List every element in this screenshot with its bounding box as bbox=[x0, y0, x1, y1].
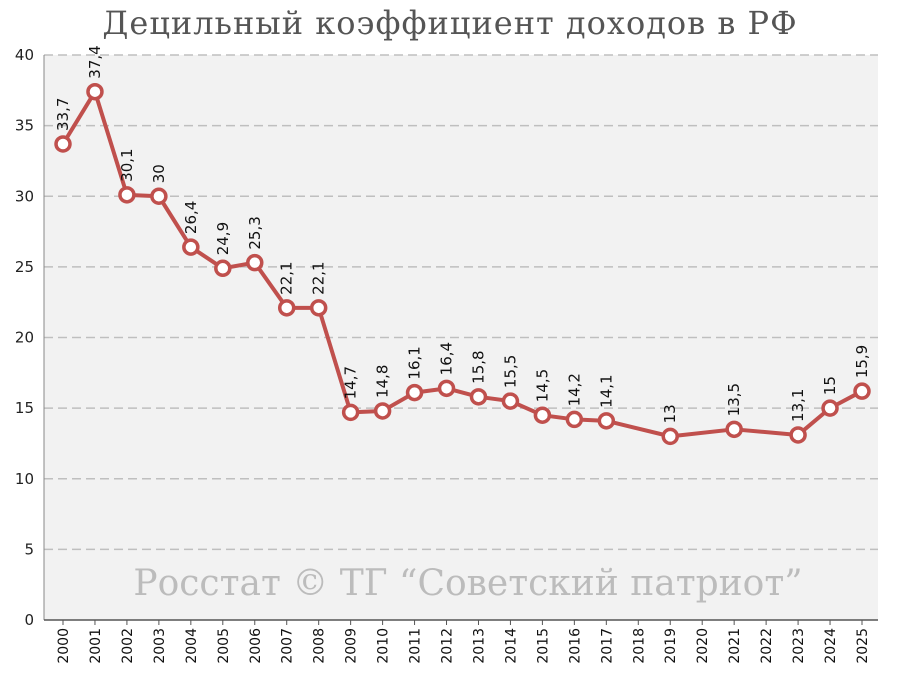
data-point bbox=[469, 388, 488, 406]
x-tick-label: 2021 bbox=[727, 628, 743, 664]
data-point bbox=[789, 426, 807, 444]
x-tick-label: 2002 bbox=[120, 628, 136, 664]
data-point bbox=[118, 186, 136, 204]
data-point bbox=[405, 383, 424, 402]
y-tick-label: 0 bbox=[24, 611, 34, 629]
y-tick-label: 30 bbox=[15, 187, 34, 205]
data-label: 15,5 bbox=[501, 355, 519, 388]
data-point bbox=[597, 412, 616, 430]
data-point bbox=[150, 187, 168, 205]
data-point bbox=[86, 82, 104, 101]
data-label: 13,5 bbox=[725, 383, 743, 416]
data-point bbox=[437, 379, 456, 398]
x-tick-label: 2022 bbox=[759, 628, 775, 664]
x-tick-label: 2009 bbox=[344, 628, 360, 664]
y-tick-label: 15 bbox=[15, 399, 34, 417]
data-label: 16,4 bbox=[438, 342, 456, 375]
x-tick-label: 2017 bbox=[599, 628, 615, 664]
y-tick-label: 40 bbox=[15, 46, 34, 64]
x-tick-label: 2000 bbox=[56, 628, 72, 664]
data-label: 14,7 bbox=[342, 366, 360, 399]
y-tick-label: 35 bbox=[15, 117, 34, 135]
data-label: 24,9 bbox=[214, 222, 232, 255]
y-tick-labels: 0 5 10 15 20 25 30 35 40 bbox=[15, 46, 34, 629]
x-tick-label: 2014 bbox=[503, 628, 519, 664]
y-tick-label: 10 bbox=[15, 470, 34, 488]
data-labels: 33,7 37,4 30,1 30 26,4 24,9 25,3 22,1 22,1 14,7 14… bbox=[54, 45, 871, 423]
data-label: 16,1 bbox=[406, 346, 424, 379]
x-tick-label: 2020 bbox=[695, 628, 711, 664]
data-label: 14,5 bbox=[533, 369, 551, 402]
data-point bbox=[182, 238, 200, 256]
data-label: 14,2 bbox=[565, 373, 583, 406]
data-point bbox=[214, 259, 232, 278]
data-point bbox=[725, 420, 743, 439]
x-tick-label: 2012 bbox=[440, 628, 456, 664]
chart-title: Децильный коэффициент доходов в РФ bbox=[102, 4, 798, 42]
data-label: 13 bbox=[661, 404, 679, 423]
data-label: 33,7 bbox=[54, 98, 72, 131]
data-point bbox=[277, 299, 296, 317]
data-label: 25,3 bbox=[246, 216, 264, 249]
data-label: 14,1 bbox=[597, 374, 615, 407]
data-label: 15,8 bbox=[469, 350, 487, 383]
x-tick-label: 2010 bbox=[376, 628, 392, 664]
data-label: 22,1 bbox=[278, 261, 296, 294]
data-point bbox=[853, 382, 871, 400]
data-point bbox=[661, 427, 679, 446]
data-point bbox=[565, 410, 584, 429]
x-tick-label: 2018 bbox=[631, 628, 647, 664]
watermark-text: Росстат © ТГ “Советский патриот” bbox=[133, 563, 802, 604]
x-tick-labels: 2000 2001 2002 2003 2004 2005 2006 2007 2008 2009… bbox=[56, 620, 871, 664]
data-label: 14,8 bbox=[374, 365, 392, 398]
x-tick-label: 2007 bbox=[280, 628, 296, 664]
data-label: 30 bbox=[150, 164, 168, 183]
data-point bbox=[373, 402, 392, 420]
data-label: 26,4 bbox=[182, 201, 200, 234]
data-point bbox=[54, 135, 72, 153]
data-point bbox=[246, 253, 264, 272]
data-point bbox=[309, 299, 328, 317]
data-label: 13,1 bbox=[789, 389, 807, 422]
x-tick-label: 2013 bbox=[471, 628, 487, 664]
x-tick-label: 2005 bbox=[216, 628, 232, 664]
data-point bbox=[341, 403, 360, 422]
data-point bbox=[821, 399, 839, 417]
x-tick-label: 2004 bbox=[184, 628, 200, 664]
x-tick-label: 2025 bbox=[855, 628, 871, 664]
y-tick-label: 25 bbox=[15, 258, 34, 276]
gridlines bbox=[44, 54, 878, 551]
data-label: 30,1 bbox=[118, 148, 136, 181]
y-tick-label: 20 bbox=[15, 329, 34, 347]
x-tick-label: 2003 bbox=[152, 628, 168, 664]
x-tick-label: 2023 bbox=[791, 628, 807, 664]
data-point bbox=[501, 392, 520, 410]
x-tick-label: 2001 bbox=[88, 628, 104, 664]
data-label: 22,1 bbox=[310, 261, 328, 294]
x-tick-label: 2016 bbox=[567, 628, 583, 664]
x-tick-label: 2015 bbox=[535, 628, 551, 664]
data-label: 37,4 bbox=[86, 45, 104, 78]
data-label: 15,9 bbox=[853, 345, 871, 378]
x-tick-label: 2011 bbox=[408, 628, 424, 664]
x-tick-label: 2006 bbox=[248, 628, 264, 664]
x-tick-label: 2024 bbox=[823, 628, 839, 664]
data-points bbox=[54, 82, 871, 446]
x-tick-label: 2019 bbox=[663, 628, 679, 664]
data-point bbox=[533, 406, 552, 424]
y-tick-label: 5 bbox=[24, 540, 34, 558]
data-label: 15 bbox=[821, 376, 839, 395]
x-tick-label: 2008 bbox=[312, 628, 328, 664]
